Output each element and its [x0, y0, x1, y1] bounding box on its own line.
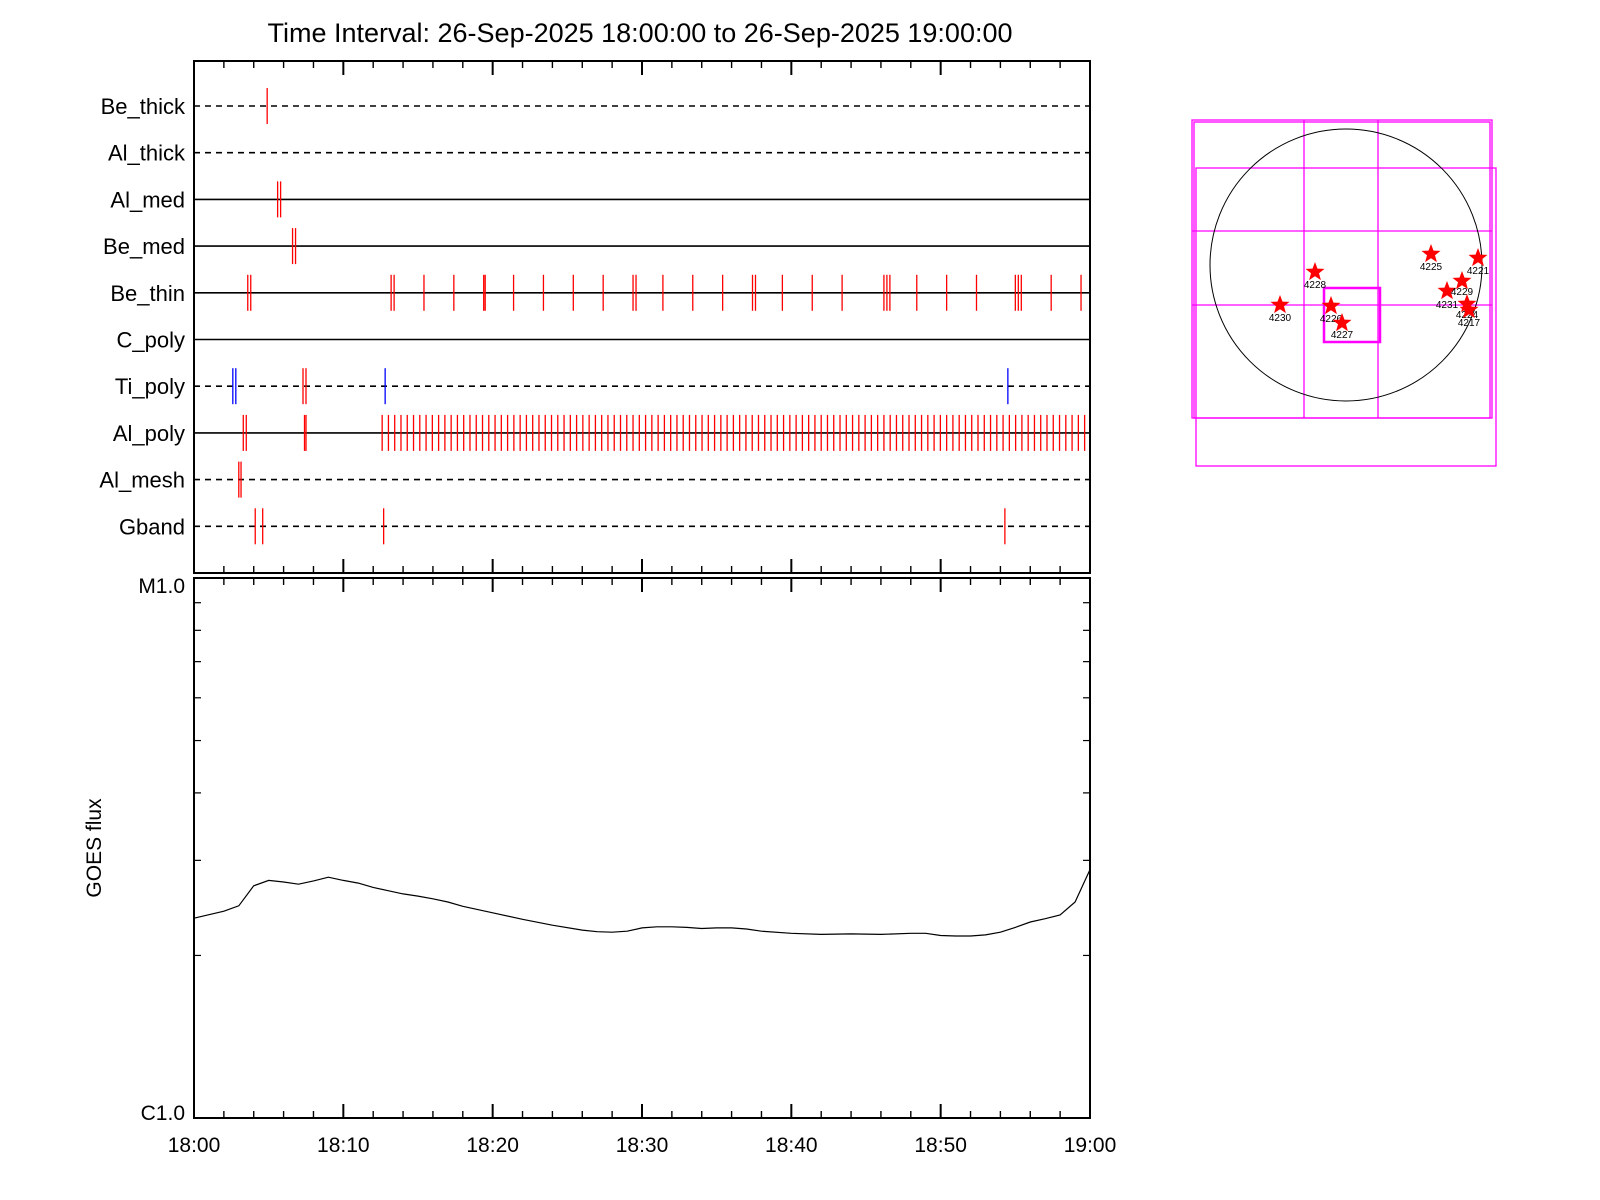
region-label-4226: 4226 — [1320, 314, 1343, 325]
region-label-4217: 4217 — [1458, 318, 1481, 329]
chart-title: Time Interval: 26-Sep-2025 18:00:00 to 2… — [267, 18, 1012, 48]
active-regions: 4230 4228 4226 4227 4225 4221 4231 4229 42244217 — [1269, 244, 1490, 341]
x-tick-label: 18:30 — [616, 1134, 669, 1157]
solar-disk-map: 4230 4228 4226 4227 4225 4221 4231 4229 42244217 — [1191, 119, 1497, 467]
goes-ylabel: GOES flux — [83, 798, 106, 898]
goes-ticks — [193, 578, 1091, 1118]
x-tick-label: 18:10 — [317, 1134, 370, 1157]
channel-label-be-med: Be_med — [103, 234, 185, 259]
channel-baselines — [194, 105, 1090, 528]
region-label-4231: 4231 — [1436, 300, 1459, 311]
region-label-4224: 4224 — [1456, 310, 1479, 321]
channel-label-gband: Gband — [119, 514, 185, 539]
region-label-4221: 4221 — [1467, 266, 1490, 277]
channel-label-be-thin: Be_thin — [110, 281, 185, 306]
region-star-4221 — [1468, 248, 1488, 267]
goes-panel: M1.0 C1.0 GOES flux 18:00 18:10 18:20 18:30… — [83, 575, 1116, 1157]
channel-label-al-poly: Al_poly — [113, 421, 185, 446]
region-star-4228 — [1305, 262, 1325, 281]
region-star-4231 — [1437, 281, 1457, 300]
region-star-4217 — [1459, 300, 1479, 319]
goes-frame — [193, 577, 1091, 1119]
fov-box — [1191, 119, 1493, 419]
channel-label-al-med: Al_med — [110, 187, 185, 212]
timeline-panel: Be_thick Al_thick Al_med Be_med Be_thin C_pol… — [99, 60, 1091, 574]
x-tick-label: 18:20 — [466, 1134, 519, 1157]
goes-xtick-labels: 18:00 18:10 18:20 18:30 18:40 18:50 19:00 — [168, 1134, 1117, 1157]
region-label-4225: 4225 — [1420, 262, 1443, 273]
region-star-4224 — [1457, 294, 1477, 313]
x-tick-label: 18:50 — [914, 1134, 967, 1157]
region-star-4229 — [1452, 271, 1472, 290]
timeline-ticks — [193, 61, 1091, 573]
region-star-4230 — [1270, 295, 1290, 314]
fov-box-highlight — [1322, 286, 1382, 344]
goes-ytick-bottom: C1.0 — [141, 1102, 185, 1125]
x-tick-label: 18:00 — [168, 1134, 221, 1157]
channel-label-al-thick: Al_thick — [108, 141, 186, 166]
channel-label-ti-poly: Ti_poly — [115, 374, 185, 399]
goes-ytick-top: M1.0 — [138, 575, 185, 598]
fov-boxes — [1191, 119, 1497, 467]
goes-flux-line — [193, 869, 1091, 937]
timeline-frame — [193, 60, 1091, 574]
channel-label-al-mesh: Al_mesh — [99, 468, 185, 493]
channel-label-c-poly: C_poly — [117, 328, 185, 353]
channel-labels: Be_thick Al_thick Al_med Be_med Be_thin C_pol… — [99, 94, 186, 539]
channel-label-be-thick: Be_thick — [101, 94, 186, 119]
region-label-4230: 4230 — [1269, 313, 1292, 324]
region-star-4227 — [1332, 313, 1352, 332]
region-label-4227: 4227 — [1331, 330, 1354, 341]
fov-box — [1193, 121, 1491, 419]
region-star-4226 — [1321, 296, 1341, 315]
fov-box — [1195, 167, 1497, 467]
region-label-4229: 4229 — [1451, 287, 1474, 298]
solar-limb — [1209, 128, 1483, 402]
x-tick-label: 19:00 — [1064, 1134, 1117, 1157]
channel-events — [232, 88, 1086, 545]
region-star-4225 — [1421, 244, 1441, 263]
region-label-4228: 4228 — [1304, 280, 1327, 291]
x-tick-label: 18:40 — [765, 1134, 818, 1157]
